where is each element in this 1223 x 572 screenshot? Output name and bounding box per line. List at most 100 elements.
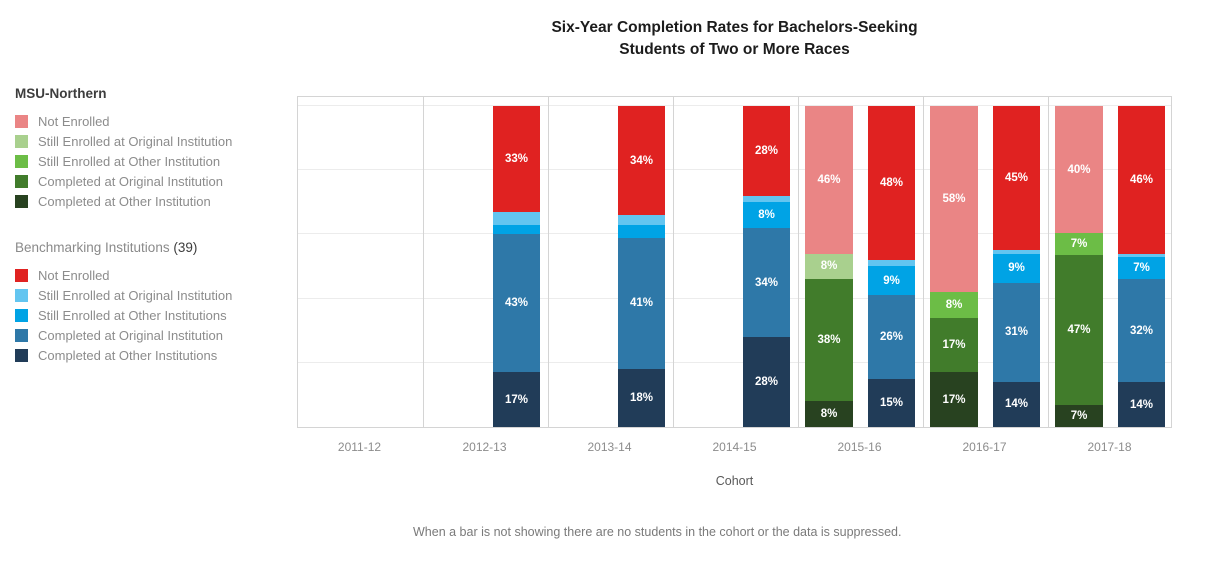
bar-segment[interactable]: 15% [868, 378, 915, 427]
bar-2015-16-benchmarking[interactable]: 48% 9% 26% 15% [868, 106, 915, 427]
legend-item[interactable]: Still Enrolled at Original Institution [15, 131, 285, 151]
bar-2014-15-benchmarking[interactable]: 28% 8% 34% 28% [743, 106, 790, 427]
legend-swatch-icon [15, 348, 28, 362]
chart-title-line2: Students of Two or More Races [619, 41, 850, 58]
bar-segment-label: 33% [504, 152, 529, 165]
bar-segment[interactable]: 17% [493, 372, 540, 427]
legend-swatch-icon [15, 134, 28, 148]
bar-segment[interactable]: 26% [868, 295, 915, 379]
bar-segment[interactable] [743, 195, 790, 203]
legend-item-label: Completed at Other Institution [38, 193, 211, 209]
bar-segment[interactable]: 46% [805, 106, 853, 254]
bar-2013-14-benchmarking[interactable]: 34% 41% 18% [618, 106, 665, 427]
bar-segment[interactable] [618, 224, 665, 238]
legend-item[interactable]: Still Enrolled at Other Institutions [15, 305, 285, 325]
legend-item[interactable]: Completed at Original Institution [15, 325, 285, 345]
bar-2016-17-benchmarking[interactable]: 45% 9% 31% 14% [993, 106, 1040, 427]
bar-segment[interactable]: 46% [1118, 106, 1165, 254]
legend-item-label: Completed at Original Institution [38, 173, 223, 189]
bar-segment[interactable]: 17% [930, 317, 978, 373]
plot-area: 33% 43% 17% 34% 41% 18% 28% 8% 34% 28% 46% 8% 38% 8% 4… [297, 96, 1172, 428]
bar-segment-label: 34% [629, 154, 654, 167]
legend-item-label: Not Enrolled [38, 113, 110, 129]
legend-item[interactable]: Still Enrolled at Original Institution [15, 285, 285, 305]
bar-2016-17-msu[interactable]: 58% 8% 17% 17% [930, 106, 978, 427]
x-tick-2017-18: 2017-18 [1087, 440, 1132, 454]
bar-segment-label: 46% [1129, 173, 1154, 186]
gridline-40pct [298, 297, 1171, 299]
bar-segment-label: 8% [820, 408, 838, 421]
bar-2017-18-benchmarking[interactable]: 46% 7% 32% 14% [1118, 106, 1165, 427]
bar-segment[interactable]: 8% [805, 253, 853, 280]
x-axis-label: Cohort [715, 474, 754, 488]
legend-swatch-icon [15, 114, 28, 128]
legend-item-label: Still Enrolled at Original Institution [38, 133, 233, 149]
legend-item[interactable]: Completed at Other Institutions [15, 345, 285, 365]
legend-swatch-icon [15, 308, 28, 322]
legend-item-label: Completed at Original Institution [38, 327, 223, 343]
bar-segment-label: 43% [504, 297, 529, 310]
bar-segment[interactable]: 28% [743, 337, 790, 427]
bar-segment[interactable]: 8% [805, 401, 853, 427]
bar-2012-13-benchmarking[interactable]: 33% 43% 17% [493, 106, 540, 427]
x-tick-2015-16: 2015-16 [837, 440, 882, 454]
legend-swatch-icon [15, 288, 28, 302]
bar-segment[interactable] [493, 224, 540, 235]
legend-item[interactable]: Not Enrolled [15, 111, 285, 131]
legend-group-name: Benchmarking Institutions [15, 240, 170, 255]
bar-segment[interactable]: 18% [618, 369, 665, 427]
legend-swatch-icon [15, 154, 28, 168]
bar-segment-label: 9% [1008, 262, 1025, 275]
legend-item[interactable]: Completed at Other Institution [15, 191, 285, 211]
column-separator [673, 97, 674, 427]
legend-item[interactable]: Still Enrolled at Other Institution [15, 151, 285, 171]
column-separator [923, 97, 924, 427]
bar-segment[interactable]: 48% [868, 106, 915, 261]
bar-segment[interactable]: 28% [743, 106, 790, 196]
bar-segment[interactable]: 43% [493, 234, 540, 373]
bar-segment-label: 7% [1133, 262, 1150, 275]
bar-segment[interactable]: 40% [1055, 106, 1103, 234]
bar-segment[interactable]: 8% [743, 202, 790, 228]
bar-segment[interactable]: 38% [805, 279, 853, 402]
bar-segment[interactable]: 33% [493, 106, 540, 212]
bar-segment[interactable]: 14% [993, 382, 1040, 427]
legend-gap [15, 211, 285, 240]
bar-segment[interactable] [1118, 253, 1165, 257]
bar-segment[interactable]: 7% [1055, 233, 1103, 256]
bar-segment[interactable]: 9% [993, 253, 1040, 283]
bar-segment[interactable] [868, 260, 915, 267]
bar-segment[interactable]: 47% [1055, 255, 1103, 405]
bar-segment[interactable]: 9% [868, 266, 915, 296]
legend-item[interactable]: Completed at Original Institution [15, 171, 285, 191]
column-separator [798, 97, 799, 427]
bar-segment[interactable] [493, 211, 540, 225]
bar-segment-label: 8% [820, 260, 838, 273]
bar-segment[interactable]: 34% [618, 106, 665, 216]
bar-segment[interactable]: 14% [1118, 382, 1165, 427]
bar-segment[interactable] [993, 250, 1040, 254]
bar-segment[interactable]: 41% [618, 237, 665, 370]
bar-segment-label: 8% [758, 209, 775, 222]
bar-segment-label: 17% [504, 393, 529, 406]
bar-2017-18-msu[interactable]: 40% 7% 47% 7% [1055, 106, 1103, 427]
legend-item[interactable]: Not Enrolled [15, 265, 285, 285]
bar-segment[interactable]: 34% [743, 227, 790, 338]
legend-swatch-icon [15, 194, 28, 208]
bar-segment[interactable] [618, 215, 665, 225]
bar-segment-label: 32% [1129, 324, 1154, 337]
bar-segment[interactable]: 17% [930, 372, 978, 427]
bar-2015-16-msu[interactable]: 46% 8% 38% 8% [805, 106, 853, 427]
bar-segment[interactable]: 7% [1118, 256, 1165, 280]
bar-segment[interactable]: 32% [1118, 279, 1165, 383]
bar-segment[interactable]: 58% [930, 106, 978, 293]
bar-segment[interactable]: 31% [993, 282, 1040, 383]
bar-segment[interactable]: 7% [1055, 404, 1103, 427]
chart-title-line1: Six-Year Completion Rates for Bachelors-… [551, 19, 918, 36]
bar-segment-label: 17% [942, 393, 966, 406]
bar-segment[interactable]: 45% [993, 106, 1040, 251]
bar-segment[interactable]: 8% [930, 292, 978, 318]
gridline-20pct [298, 361, 1171, 363]
legend-group-header-benchmarking: Benchmarking Institutions (39) [15, 240, 285, 258]
